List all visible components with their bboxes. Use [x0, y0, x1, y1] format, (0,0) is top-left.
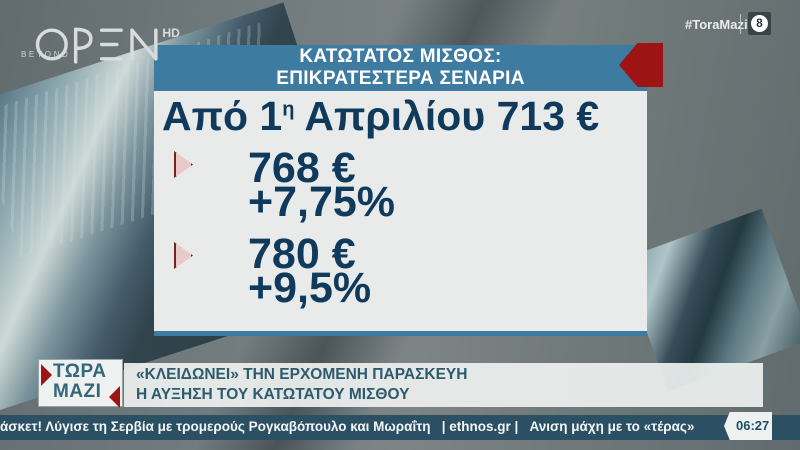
- svg-text:HD: HD: [162, 26, 180, 40]
